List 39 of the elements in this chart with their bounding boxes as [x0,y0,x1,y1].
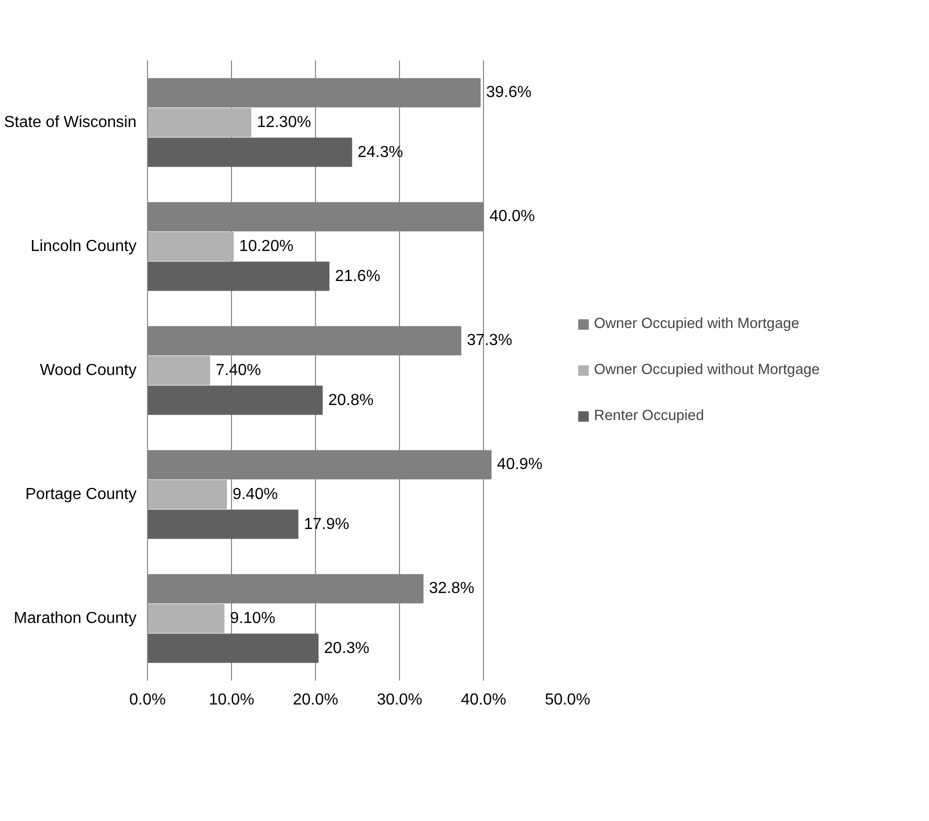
x-tick-label: 20.0% [292,692,338,708]
bar [148,386,323,415]
bar [148,356,210,386]
legend-label: Renter Occupied [594,408,704,424]
y-tick-label: Portage County [25,486,137,503]
data-label: 7.40% [216,362,262,379]
x-tick-label: 30.0% [376,692,422,708]
data-label: 17.9% [304,516,350,533]
data-label: 10.20% [239,238,294,255]
bar [148,108,252,138]
bar [148,634,319,663]
data-label: 40.9% [497,456,542,474]
data-label: 20.3% [324,640,370,657]
data-label: 40.0% [490,208,535,226]
bar [148,138,352,167]
bar [148,232,234,262]
data-label: 12.30% [256,114,312,131]
y-tick-label: Lincoln County [30,238,136,255]
legend-label: Owner Occupied with Mortgage [594,316,800,332]
y-tick-label: Marathon County [14,610,136,627]
bar [148,604,224,634]
x-tick-label: 50.0% [544,692,590,708]
data-label: 32.8% [429,580,474,598]
data-label: 21.6% [334,268,380,285]
data-label: 9.10% [230,610,276,627]
data-label: 39.6% [486,84,532,102]
bar [148,262,330,291]
y-tick-label: State of Wisconsin [4,114,136,131]
bar [148,510,298,539]
bar [148,480,227,510]
data-label: 37.3% [466,332,512,350]
y-tick-label: Wood County [40,362,137,379]
data-label: 9.40% [232,486,278,503]
data-label: 24.3% [358,144,403,161]
x-tick-label: 40.0% [460,692,506,708]
x-tick-label: 10.0% [208,692,254,708]
data-label: 20.8% [328,392,374,409]
x-tick-label: 0.0% [129,692,166,708]
legend-label: Owner Occupied without Mortgage [594,362,820,378]
